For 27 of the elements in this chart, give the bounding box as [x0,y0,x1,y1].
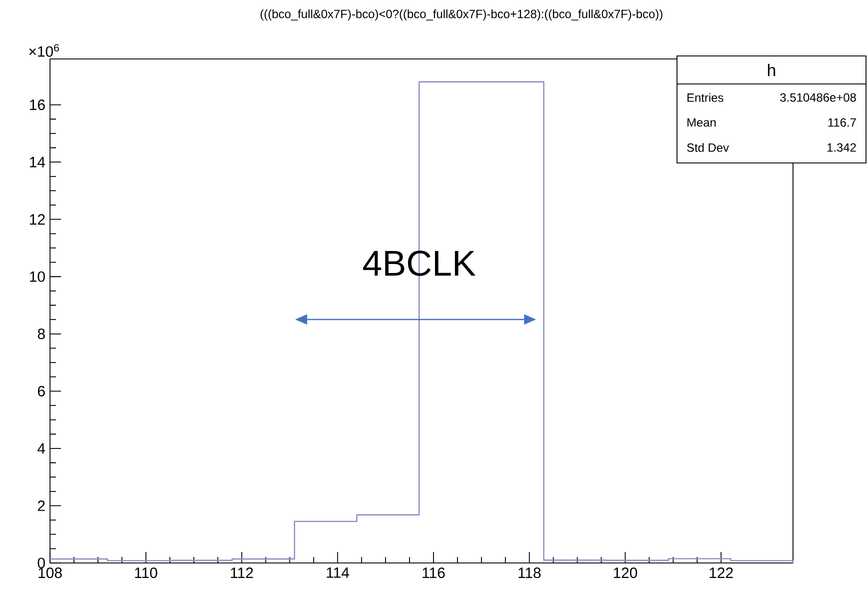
x-tick-label: 120 [614,568,638,578]
y-tick-label: 2 [38,500,45,511]
chart-title: (((bco_full&0x7F)-bco)<0?((bco_full&0x7F)-bco+128):((bco_full&0x7F)-bco)) [260,9,662,21]
y-tick-label: 14 [30,156,46,168]
y-tick-label: 8 [38,328,45,340]
x-tick-label: 108 [38,568,62,578]
y-tick-label: 10 [30,271,45,282]
annotation: 4BCLK [363,250,476,276]
y-tick-label: 12 [30,214,45,225]
text: 116.7 [828,118,856,127]
annotation: 3.510486e+08 [780,93,856,102]
x-tick-label: 114 [326,568,350,578]
x-tick-label: 118 [518,568,541,578]
x-tick-label: 112 [230,568,253,578]
annotation: Entries [688,93,724,102]
annotation: Std Dev [687,143,729,152]
annotation: h [768,64,776,76]
text: ×10$^{6}$ [29,44,59,57]
x-tick-label: 110 [135,568,158,578]
annotation: Mean [688,118,716,127]
y-tick-label: 4 [38,443,46,454]
x-tick-label: 116 [422,568,445,578]
y-tick-label: 0 [38,558,45,568]
text: 1.342 [827,143,856,152]
y-tick-label: 6 [38,386,45,396]
x-tick-label: 122 [710,568,733,578]
y-tick-label: 16 [30,100,45,110]
